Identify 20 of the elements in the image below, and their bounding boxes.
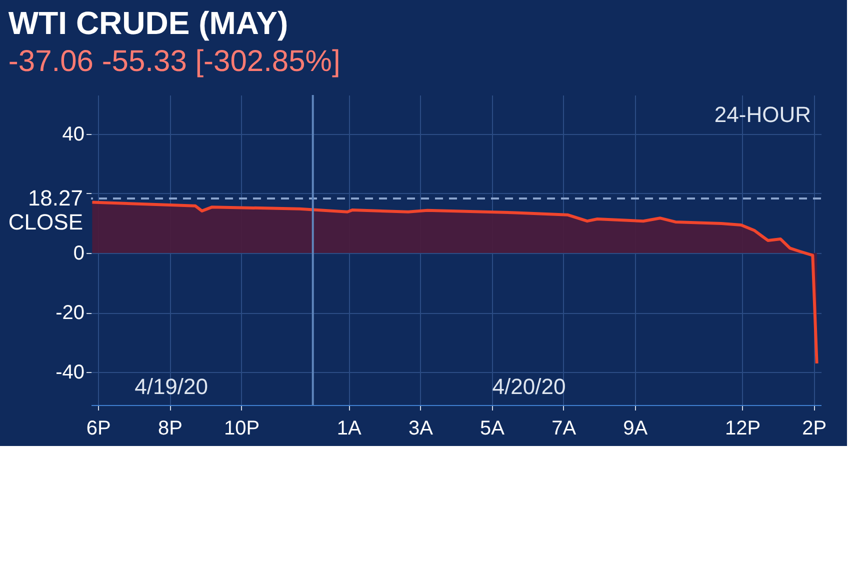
annotation: 24-HOUR [714, 102, 811, 127]
y-tick-label: -40 [56, 362, 84, 384]
y-tick-label: 40 [62, 123, 84, 146]
x-tick-label: 12P [724, 418, 761, 440]
x-tick-label: 5A [480, 418, 506, 440]
x-tick-label: 8P [158, 418, 182, 440]
y-tick-label: 0 [73, 242, 84, 264]
x-tick-label: 1A [336, 418, 362, 440]
x-tick-label: 9A [623, 418, 648, 440]
x-tick-label: 3A [408, 418, 434, 440]
chart-title: WTI CRUDE (MAY) [8, 5, 288, 41]
ref-line-label: 18.27 CLOSE [8, 186, 83, 235]
chart-subtitle: -37.06 -55.33 [-302.85%] [8, 45, 340, 78]
x-tick-label: 10P [224, 418, 260, 440]
x-tick-label: 6P [86, 418, 111, 440]
annotation: 4/20/20 [492, 374, 566, 399]
x-tick-label: 7A [552, 418, 577, 440]
y-tick-label: -20 [56, 302, 84, 324]
x-tick-label: 2P [802, 418, 827, 440]
annotation: 4/19/20 [134, 374, 208, 399]
